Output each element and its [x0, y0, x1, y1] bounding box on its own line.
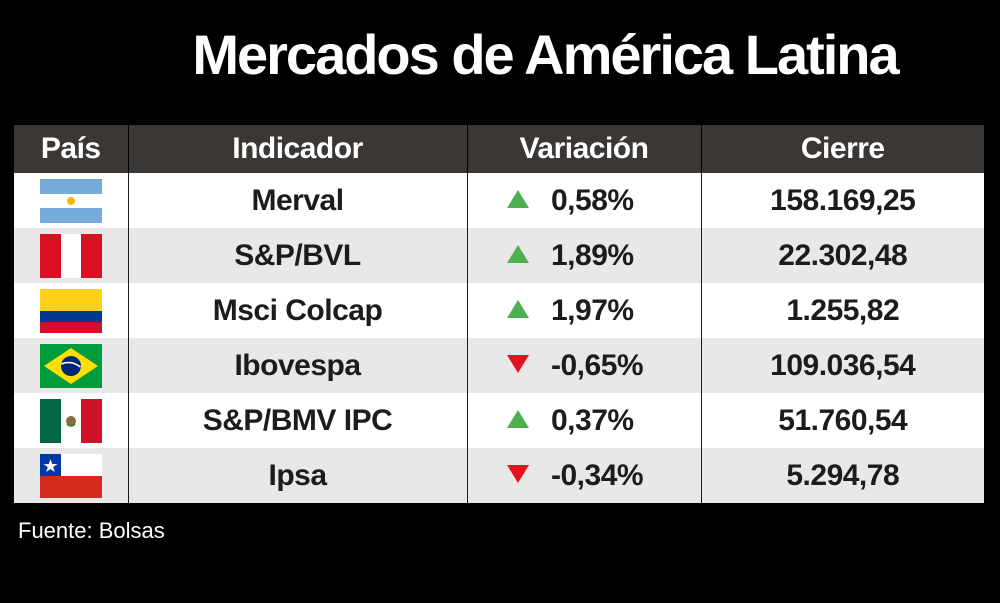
indicator-cell: Ipsa: [127, 448, 467, 503]
close-cell: 51.760,54: [700, 393, 984, 448]
close-cell: 109.036,54: [700, 338, 984, 393]
change-cell: 0,58%: [466, 173, 701, 228]
change-value: 0,58%: [551, 184, 634, 218]
brazil-flag-icon: [39, 343, 102, 388]
change-value: 0,37%: [551, 404, 634, 438]
close-cell: 158.169,25: [700, 173, 984, 228]
header-country: País: [14, 125, 128, 173]
header-close: Cierre: [700, 125, 984, 173]
close-cell: 5.294,78: [700, 448, 984, 503]
change-value: 1,89%: [551, 239, 634, 273]
source-note: Fuente: Bolsas: [18, 518, 165, 543]
table-row: Ibovespa -0,65% 109.036,54: [14, 338, 984, 393]
indicator-cell: S&P/BVL: [127, 228, 467, 283]
change-value: 1,97%: [551, 294, 634, 328]
header-indicator: Indicador: [127, 125, 467, 173]
page-title: Mercados de América Latina: [192, 23, 899, 86]
indicator-cell: Ibovespa: [127, 338, 467, 393]
change-cell: 1,89%: [466, 228, 701, 283]
table-row: Merval 0,58% 158.169,25: [14, 173, 984, 228]
change-cell: -0,65%: [466, 338, 701, 393]
peru-flag-icon: [39, 233, 102, 278]
close-cell: 22.302,48: [700, 228, 984, 283]
up-arrow-icon: [507, 245, 529, 264]
table-header-row: País Indicador Variación Cierre: [14, 125, 984, 173]
argentina-flag-icon: [39, 178, 102, 223]
flag-cell: [14, 393, 128, 448]
flag-cell: [14, 173, 128, 228]
flag-cell: [14, 448, 128, 503]
flag-cell: [14, 338, 128, 393]
indicator-cell: Msci Colcap: [127, 283, 467, 338]
chile-flag-icon: [39, 453, 102, 498]
down-arrow-icon: [507, 465, 529, 484]
change-value: -0,34%: [551, 459, 644, 493]
table-row: S&P/BVL 1,89% 22.302,48: [14, 228, 984, 283]
up-arrow-icon: [507, 410, 529, 429]
up-arrow-icon: [507, 300, 529, 319]
table-row: S&P/BMV IPC 0,37% 51.760,54: [14, 393, 984, 448]
change-value: -0,65%: [551, 349, 644, 383]
indicator-cell: Merval: [127, 173, 467, 228]
flag-cell: [14, 228, 128, 283]
down-arrow-icon: [507, 355, 529, 374]
change-cell: 1,97%: [466, 283, 701, 338]
mexico-flag-icon: [39, 398, 102, 443]
close-cell: 1.255,82: [700, 283, 984, 338]
markets-table: País Indicador Variación Cierre Merval 0…: [14, 125, 984, 503]
up-arrow-icon: [507, 190, 529, 209]
change-cell: 0,37%: [466, 393, 701, 448]
indicator-cell: S&P/BMV IPC: [127, 393, 467, 448]
table-row: Msci Colcap 1,97% 1.255,82: [14, 283, 984, 338]
table-row: Ipsa -0,34% 5.294,78: [14, 448, 984, 503]
flag-cell: [14, 283, 128, 338]
header-change: Variación: [466, 125, 701, 173]
colombia-flag-icon: [39, 288, 102, 333]
change-cell: -0,34%: [466, 448, 701, 503]
